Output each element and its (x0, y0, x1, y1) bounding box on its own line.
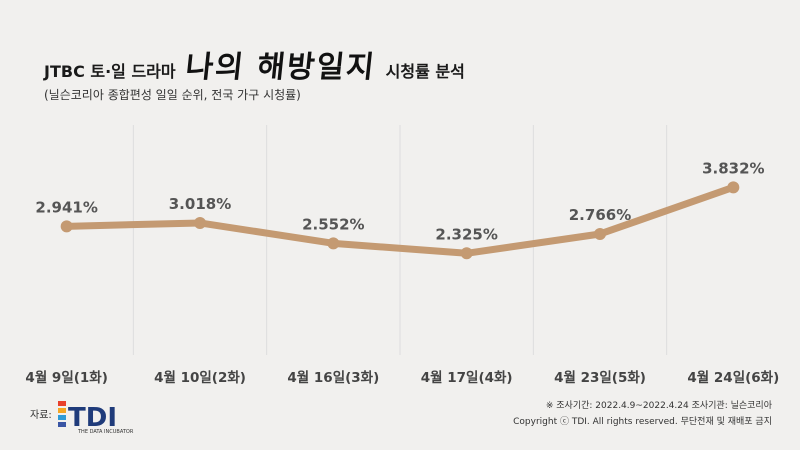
chart-subtitle: (닐슨코리아 종합편성 일일 순위, 전국 가구 시청률) (44, 88, 301, 102)
data-label: 2.766% (569, 206, 631, 224)
data-point (194, 216, 206, 229)
x-tick-label: 4월 10일(2화) (154, 369, 246, 386)
title-prefix: JTBC 토·일 드라마 (44, 62, 176, 81)
data-label: 3.018% (169, 195, 231, 213)
x-tick-label: 4월 9일(1화) (25, 369, 107, 386)
survey-period-note: ※ 조사기간: 2022.4.9~2022.4.24 조사기관: 닐슨코리아 (545, 401, 772, 411)
data-point (727, 181, 740, 194)
data-label: 2.325% (435, 225, 497, 243)
chart-title: JTBC 토·일 드라마 나의 해방일지 시청률 분석 (44, 42, 465, 86)
data-point (60, 220, 73, 233)
data-label: 2.552% (302, 215, 364, 233)
x-tick-label: 4월 24일(6화) (687, 369, 779, 386)
tdi-logo: TDI THE DATA INCUBATOR (58, 401, 134, 434)
series-line (63, 183, 737, 257)
data-label: 2.941% (35, 198, 97, 216)
data-point (594, 227, 606, 240)
data-point (327, 237, 340, 250)
title-suffix: 시청률 분석 (385, 62, 465, 81)
data-label: 3.832% (702, 159, 764, 177)
copyright-note: Copyright ⓒ TDI. All rights reserved. 무단… (513, 417, 772, 427)
x-tick-label: 4월 16일(3화) (287, 369, 379, 386)
logo-tagline: THE DATA INCUBATOR (77, 429, 134, 434)
x-tick-label: 4월 23일(5화) (554, 369, 646, 386)
source-label: 자료: (30, 410, 52, 421)
data-point (460, 247, 473, 260)
logo-text: TDI (68, 403, 117, 433)
x-tick-label: 4월 17일(4화) (421, 369, 513, 386)
